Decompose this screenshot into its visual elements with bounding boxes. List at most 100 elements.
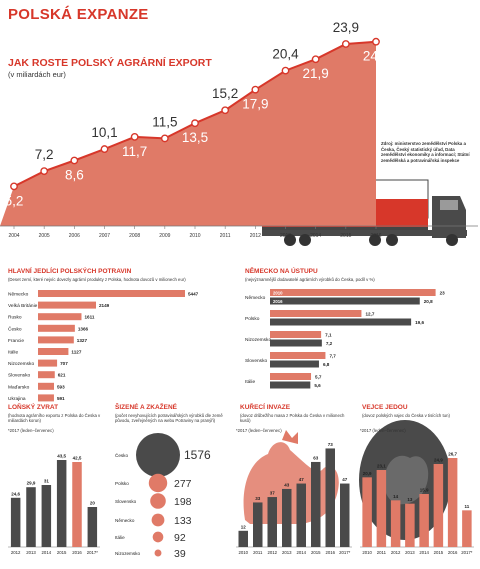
importer-label: Itálie	[8, 350, 18, 356]
export-area	[0, 41, 376, 227]
export-value-label: 17,9	[242, 97, 268, 112]
wheel	[284, 234, 296, 246]
poultry-category: 2011	[253, 550, 263, 555]
poultry-category: 2016	[325, 550, 335, 555]
supplier-bar	[270, 373, 312, 380]
supplier-value: 7,7	[329, 354, 336, 359]
suppliers-note: (nejvýznamnější dodavatelé agrárních výr…	[245, 277, 375, 282]
egg-category: 2011	[377, 550, 387, 555]
poultry-value: 12	[241, 524, 247, 529]
egg-value: 11	[464, 504, 469, 509]
importer-bar	[38, 290, 185, 297]
export-chart-title: JAK ROSTE POLSKÝ AGRÁRNÍ EXPORT	[8, 57, 212, 69]
export-value-label: 21,9	[303, 66, 329, 81]
poultry-bar	[296, 483, 306, 547]
loss-bar	[87, 507, 98, 547]
bubble-label: Itálie	[115, 535, 125, 540]
egg-bar	[419, 494, 429, 547]
hen-shape	[384, 455, 429, 505]
supplier-bar	[270, 289, 436, 296]
export-year-label: 2014	[310, 233, 321, 239]
egg-value: 20,9	[363, 471, 372, 476]
importer-bar	[38, 371, 55, 379]
egg-value: 23,1	[377, 464, 386, 469]
loss-value: 29,9	[27, 481, 36, 486]
loss-value: 31	[44, 479, 50, 484]
importer-value: 1127	[71, 350, 81, 355]
bubble-value: 92	[174, 532, 186, 544]
egg-category: 2013	[405, 550, 415, 555]
bubble-label: Polsko	[115, 481, 129, 486]
export-value-label: 5,2	[5, 193, 24, 208]
suppliers-title: NĚMECKO NA ÚSTUPU	[245, 268, 318, 275]
importer-label: Velká Británie	[8, 303, 38, 309]
poultry-value: 47	[342, 477, 348, 482]
loss-value: 43,5	[57, 454, 66, 459]
supplier-bar	[270, 339, 322, 347]
export-year-label: 2008	[129, 233, 140, 239]
export-year-label: 2013	[280, 233, 291, 239]
egg-footnote: *2017 (leden–červenec)	[360, 428, 406, 433]
egg-category: 2012	[391, 550, 401, 555]
importer-value: 621	[58, 373, 66, 378]
inspections-title: ŠIZENÉ A ZKAŽENÉ	[115, 404, 177, 411]
loss-bar	[41, 485, 52, 547]
supplier-value: 20,8	[424, 299, 433, 304]
page-title: POLSKÁ EXPANZE	[8, 6, 149, 23]
export-year-label: 2006	[69, 233, 80, 239]
egg-category: 2010	[362, 550, 372, 555]
export-point	[130, 132, 139, 141]
importer-value: 1366	[78, 326, 89, 331]
export-point	[100, 145, 109, 153]
loss-title: LOŇSKÝ ZVRAT	[8, 404, 59, 411]
bubble-value: 277	[174, 478, 192, 490]
importer-bar	[38, 359, 58, 367]
poultry-bar	[340, 483, 350, 547]
supplier-bar	[270, 331, 322, 338]
supplier-label: Německo	[245, 295, 266, 301]
export-point	[341, 40, 350, 48]
truck-window	[440, 200, 458, 210]
egg-bar	[376, 470, 387, 547]
export-year-label: 2016	[370, 233, 381, 239]
egg-value: 15,9	[420, 488, 429, 493]
loss-bar	[72, 462, 82, 547]
poultry-category: 2012	[267, 550, 277, 555]
export-point	[372, 37, 380, 46]
export-chart-subtitle: (v miliardách eur)	[8, 70, 66, 79]
bubble	[136, 433, 180, 477]
export-point	[251, 85, 260, 94]
supplier-year-label: 2016	[273, 299, 283, 304]
importer-label: Česko	[8, 325, 22, 332]
bubble	[154, 549, 162, 557]
export-point	[70, 156, 79, 165]
supplier-value: 6,8	[323, 362, 330, 367]
supplier-year-label: 2010	[273, 290, 283, 295]
loss-bar	[10, 497, 21, 547]
loss-category: 2016	[72, 550, 82, 555]
bubble-value: 1576	[184, 448, 211, 462]
supplier-value: 7,1	[325, 333, 332, 338]
loss-note: (hodnota agrárního exportu z Polska do Č…	[8, 413, 101, 424]
bubble-label: Nizozemsko	[115, 551, 140, 556]
wheel	[386, 234, 398, 246]
poultry-category: 2010	[238, 550, 248, 555]
importer-value: 1611	[84, 315, 94, 320]
supplier-value: 19,6	[415, 320, 424, 325]
egg-category: 2014	[419, 550, 429, 555]
supplier-bar	[270, 297, 420, 305]
poultry-bar	[238, 530, 248, 547]
wheel	[369, 234, 381, 246]
loss-category: 2017*	[87, 550, 99, 555]
egg-bar	[447, 458, 458, 547]
export-year-label: 2015	[340, 233, 351, 239]
egg-bar	[405, 503, 415, 547]
chicken-title: KUŘECÍ INVAZE	[240, 404, 291, 411]
supplier-label: Nizozemsko	[245, 337, 271, 343]
eggs-note: (dovoz polských vajec do Česka v tisícíc…	[362, 413, 450, 418]
importer-bar	[38, 301, 96, 309]
importer-bar	[38, 324, 75, 332]
export-value-label: 15,2	[212, 86, 238, 101]
importer-value: 591	[57, 396, 65, 401]
bubble	[151, 513, 165, 527]
